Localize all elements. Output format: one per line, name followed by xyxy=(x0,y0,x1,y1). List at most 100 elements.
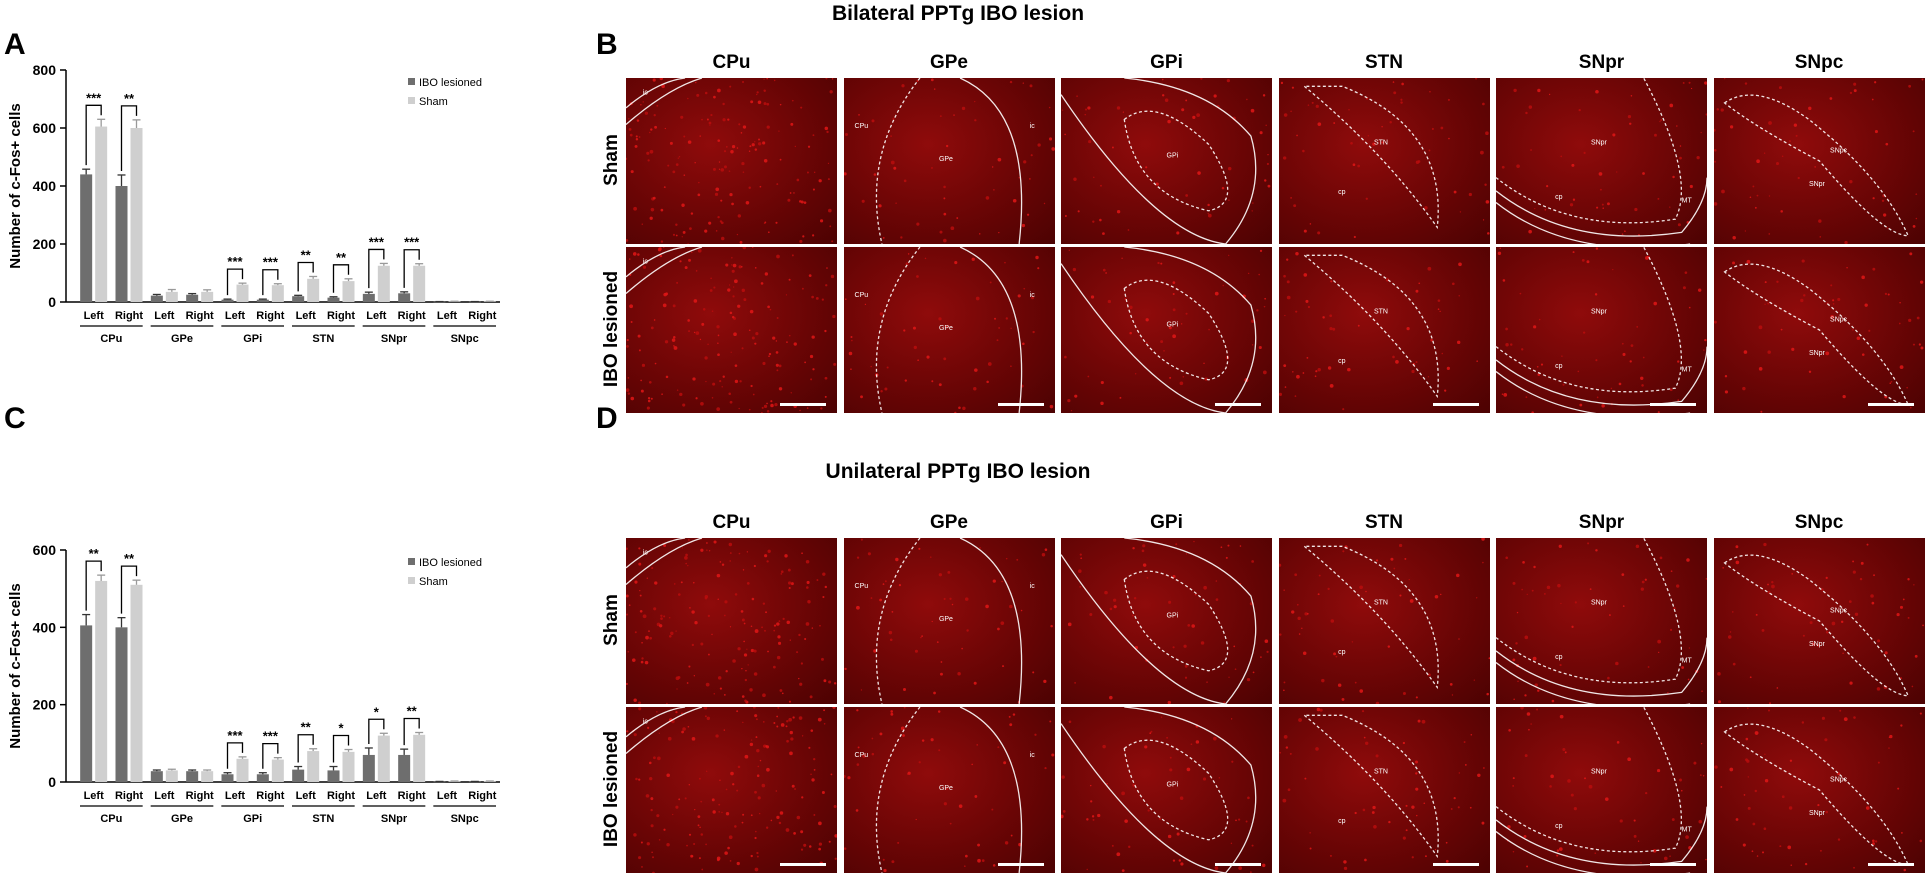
region-label: ic xyxy=(1029,292,1035,299)
region-label: SNpr xyxy=(1591,308,1608,315)
region-outline xyxy=(1496,177,1707,237)
cfos-speckles xyxy=(1280,78,1490,239)
cfos-speckles xyxy=(1278,707,1485,871)
region-label: SNpc xyxy=(1830,777,1848,784)
region-label: CPu xyxy=(854,123,868,130)
bar-sham xyxy=(236,758,249,782)
region-outline xyxy=(1722,723,1909,866)
column-header-stn: STN xyxy=(1365,52,1403,73)
region-label: GPi xyxy=(1167,322,1179,329)
significance-label: *** xyxy=(227,254,243,269)
region-label: STN xyxy=(1373,308,1387,315)
row-label-sham: Sham xyxy=(601,594,622,646)
region-outline xyxy=(1302,545,1439,690)
significance-bracket xyxy=(262,742,279,769)
region-outline xyxy=(626,78,686,109)
x-tick-label: Left xyxy=(366,790,387,802)
region-outline xyxy=(1496,78,1682,224)
column-header-cpu: CPu xyxy=(712,52,751,73)
micrograph-snpc-ibo-lesioned: SNpc SNpr xyxy=(1713,247,1925,413)
legend-swatch-ibo-lesioned xyxy=(408,78,415,85)
region-outline xyxy=(1496,830,1691,873)
region-label: MT xyxy=(1682,198,1693,205)
cfos-speckles xyxy=(1067,540,1269,704)
legend-swatch-sham xyxy=(408,97,415,104)
scale-bar xyxy=(1432,403,1479,406)
significance-label: ** xyxy=(336,250,347,265)
x-tick-label: Right xyxy=(398,310,426,322)
group-label: SNpr xyxy=(381,813,408,825)
legend-swatch-sham xyxy=(408,577,415,584)
micrograph-stn-ibo-lesioned: STN cp xyxy=(1278,247,1490,413)
significance-bracket xyxy=(85,560,102,611)
bar-chart-bilateral: 0 200 400 600 800 Number of c-Fos+ cells *** Le… xyxy=(7,62,500,345)
x-tick-label: Left xyxy=(225,310,246,322)
region-outline xyxy=(1302,714,1439,859)
region-outline xyxy=(1722,554,1909,697)
group-label: GPi xyxy=(243,333,262,345)
column-header-snpc: SNpc xyxy=(1794,52,1844,73)
significance-bracket xyxy=(85,104,102,166)
micrograph-cpu-sham: ic xyxy=(626,78,837,244)
region-label: GPe xyxy=(938,616,952,623)
x-tick-label: Right xyxy=(115,310,143,322)
significance-label: *** xyxy=(227,728,243,743)
region-outline xyxy=(1496,370,1691,413)
region-outline xyxy=(1061,538,1257,704)
region-label: ic xyxy=(1029,752,1035,759)
region-outline xyxy=(875,78,920,244)
column-header-snpr: SNpr xyxy=(1578,512,1625,533)
micrograph-cpu-ibo-lesioned: ic xyxy=(626,707,837,873)
micrograph-snpr-ibo-lesioned: SNpr cp MT xyxy=(1496,707,1707,873)
significance-bracket xyxy=(332,264,350,293)
region-label: ic xyxy=(1029,583,1035,590)
group-label: CPu xyxy=(100,813,122,825)
bar-ibo-lesioned xyxy=(150,295,163,302)
micrograph-gpi-ibo-lesioned: GPi xyxy=(1061,707,1272,873)
bar-sham xyxy=(201,291,214,302)
scale-bar xyxy=(1432,863,1479,866)
bar-ibo-lesioned xyxy=(221,774,234,782)
group-label: GPe xyxy=(171,333,193,345)
bar-sham xyxy=(201,771,214,782)
x-tick-label: Right xyxy=(468,790,496,802)
bar-ibo-lesioned xyxy=(115,186,128,302)
significance-label: *** xyxy=(404,235,420,250)
region-label: cp xyxy=(1338,189,1346,196)
region-label: cp xyxy=(1555,654,1563,661)
group-label: SNpc xyxy=(451,813,479,825)
column-header-stn: STN xyxy=(1365,512,1403,533)
scale-bar xyxy=(1867,403,1914,406)
significance-bracket xyxy=(403,249,420,288)
bar-sham xyxy=(377,265,390,302)
significance-bracket xyxy=(332,734,350,763)
x-tick-label: Left xyxy=(84,310,105,322)
region-outline xyxy=(1496,707,1682,853)
scale-bar xyxy=(1650,863,1696,866)
region-label: ic xyxy=(643,259,649,266)
scale-bar xyxy=(997,403,1044,406)
y-tick-label: 600 xyxy=(33,542,57,558)
region-outline xyxy=(1302,254,1439,399)
region-label: GPe xyxy=(938,325,952,332)
region-outline xyxy=(1061,78,1257,244)
region-outline xyxy=(1496,201,1691,244)
micrograph-snpc-ibo-lesioned: SNpc SNpr xyxy=(1713,707,1925,873)
cfos-speckles xyxy=(843,707,1054,873)
significance-label: *** xyxy=(263,729,279,744)
bar-sham xyxy=(271,285,284,302)
panel-letter-d: D xyxy=(596,402,618,435)
y-tick-label: 200 xyxy=(33,236,57,252)
micrograph-gpe-sham: CPu GPe ic xyxy=(843,538,1055,704)
bar-sham xyxy=(236,284,249,302)
region-label: GPi xyxy=(1167,613,1179,620)
micrograph-snpr-sham: SNpr cp MT xyxy=(1496,538,1707,704)
column-header-gpe: GPe xyxy=(929,512,969,533)
bar-sham xyxy=(307,751,320,782)
significance-label: * xyxy=(374,704,380,719)
group-label: SNpr xyxy=(381,333,408,345)
x-tick-label: Right xyxy=(256,790,284,802)
region-outline xyxy=(875,247,920,413)
micrograph-gpe-ibo-lesioned: CPu GPe ic xyxy=(843,247,1055,413)
